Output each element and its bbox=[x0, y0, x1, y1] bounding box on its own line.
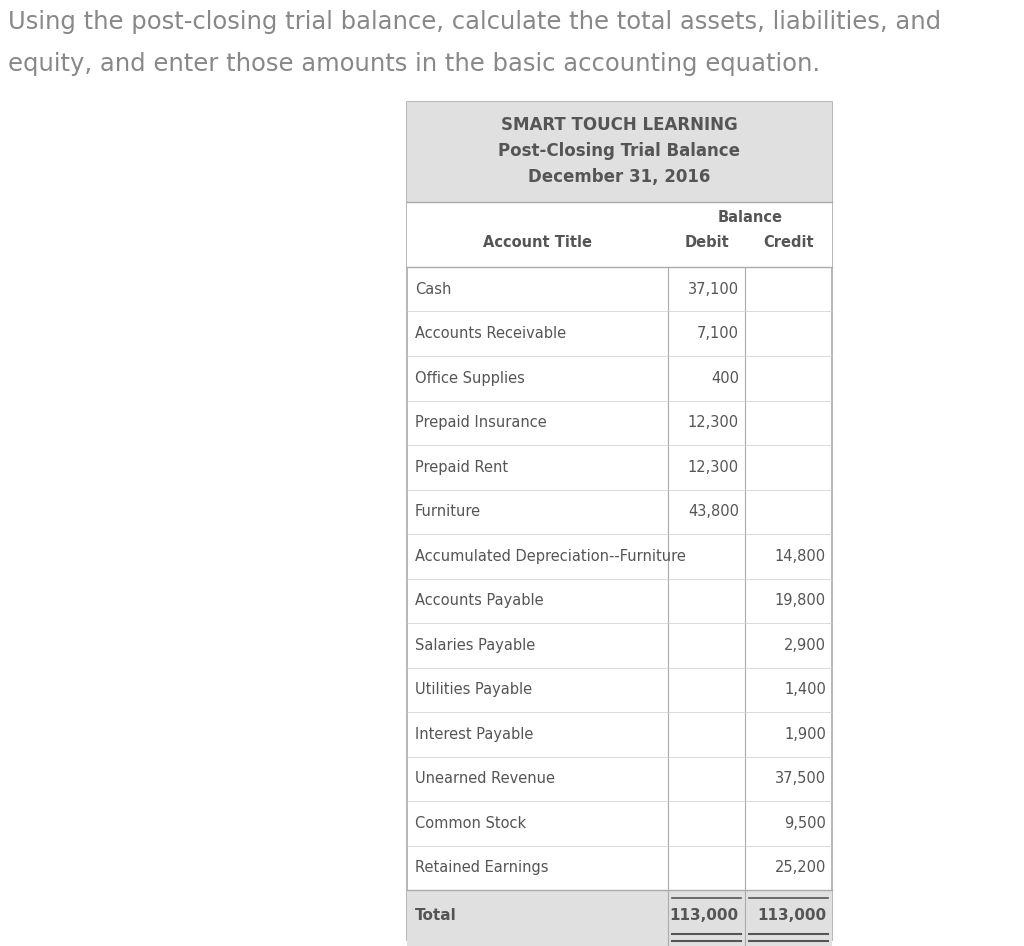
Text: Debit: Debit bbox=[684, 235, 729, 250]
Text: Interest Payable: Interest Payable bbox=[415, 727, 534, 742]
Text: 12,300: 12,300 bbox=[688, 460, 739, 475]
Text: Cash: Cash bbox=[415, 282, 452, 297]
Text: SMART TOUCH LEARNING: SMART TOUCH LEARNING bbox=[501, 116, 738, 134]
Text: Salaries Payable: Salaries Payable bbox=[415, 638, 536, 653]
Text: Account Title: Account Title bbox=[483, 235, 592, 250]
Text: 37,100: 37,100 bbox=[688, 282, 739, 297]
Text: 113,000: 113,000 bbox=[670, 907, 739, 922]
Bar bbox=[407, 202, 831, 267]
Text: 37,500: 37,500 bbox=[775, 771, 826, 786]
Text: Utilities Payable: Utilities Payable bbox=[415, 682, 532, 697]
Text: 113,000: 113,000 bbox=[757, 907, 826, 922]
Text: Accumulated Depreciation--Furniture: Accumulated Depreciation--Furniture bbox=[415, 549, 686, 564]
Text: Prepaid Rent: Prepaid Rent bbox=[415, 460, 508, 475]
Text: Unearned Revenue: Unearned Revenue bbox=[415, 771, 555, 786]
Text: 9,500: 9,500 bbox=[784, 815, 826, 831]
Bar bbox=[407, 102, 831, 940]
Text: Using the post-closing trial balance, calculate the total assets, liabilities, a: Using the post-closing trial balance, ca… bbox=[8, 10, 941, 34]
Text: 12,300: 12,300 bbox=[688, 415, 739, 430]
Text: Furniture: Furniture bbox=[415, 504, 481, 519]
Text: 1,400: 1,400 bbox=[784, 682, 826, 697]
Bar bbox=[407, 102, 831, 202]
Text: Accounts Payable: Accounts Payable bbox=[415, 593, 544, 608]
Text: 1,900: 1,900 bbox=[784, 727, 826, 742]
Text: Accounts Receivable: Accounts Receivable bbox=[415, 326, 566, 342]
Text: Total: Total bbox=[415, 907, 457, 922]
Text: December 31, 2016: December 31, 2016 bbox=[528, 168, 711, 186]
Text: 25,200: 25,200 bbox=[774, 860, 826, 875]
Bar bbox=[407, 890, 831, 946]
Text: Prepaid Insurance: Prepaid Insurance bbox=[415, 415, 547, 430]
Text: 14,800: 14,800 bbox=[775, 549, 826, 564]
Text: 19,800: 19,800 bbox=[775, 593, 826, 608]
Text: Balance: Balance bbox=[718, 210, 782, 225]
Text: Office Supplies: Office Supplies bbox=[415, 371, 525, 386]
Text: equity, and enter those amounts in the basic accounting equation.: equity, and enter those amounts in the b… bbox=[8, 52, 820, 76]
Text: 7,100: 7,100 bbox=[697, 326, 739, 342]
Text: Retained Earnings: Retained Earnings bbox=[415, 860, 549, 875]
Text: 400: 400 bbox=[711, 371, 739, 386]
Text: Post-Closing Trial Balance: Post-Closing Trial Balance bbox=[499, 142, 740, 160]
Text: 43,800: 43,800 bbox=[688, 504, 739, 519]
Text: 2,900: 2,900 bbox=[784, 638, 826, 653]
Text: Credit: Credit bbox=[763, 235, 814, 250]
Text: Common Stock: Common Stock bbox=[415, 815, 526, 831]
